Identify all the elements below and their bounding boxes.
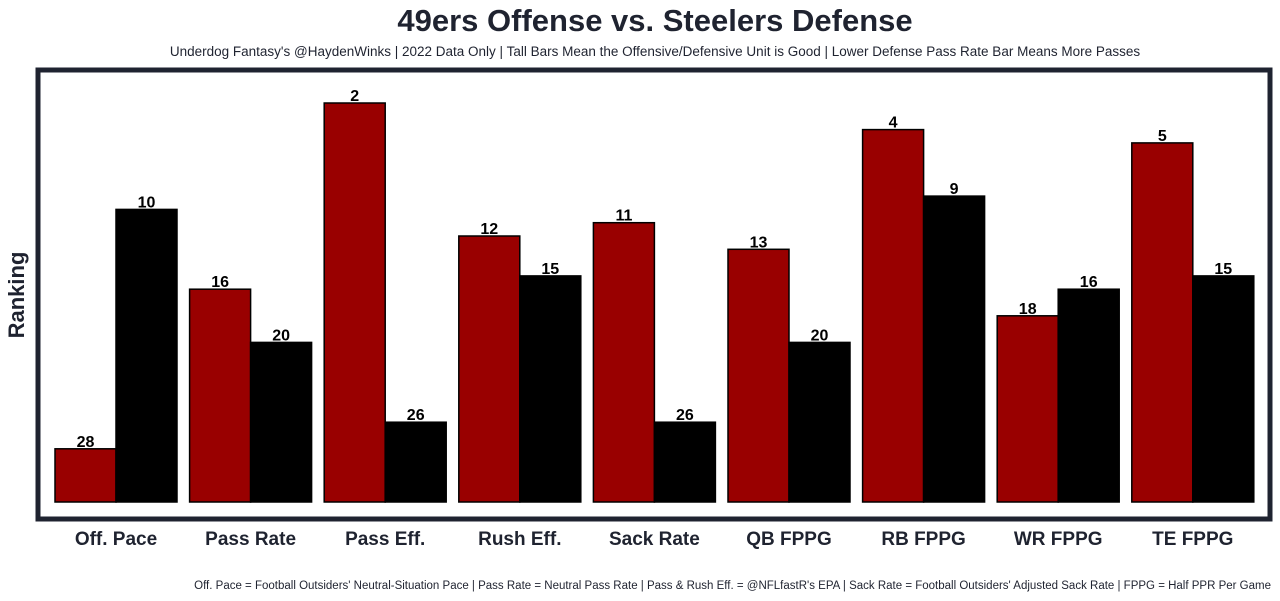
data-label: 26	[407, 407, 425, 424]
data-label: 15	[541, 261, 559, 278]
data-label: 15	[1214, 261, 1232, 278]
bar-defense	[519, 275, 582, 503]
x-tick-label: Rush Eff.	[478, 529, 561, 550]
y-axis-label: Ranking	[4, 252, 29, 339]
chart-subtitle: Underdog Fantasy's @HaydenWinks | 2022 D…	[170, 44, 1141, 59]
bar-defense	[788, 341, 851, 503]
bar-offense	[188, 288, 252, 503]
bar-offense	[861, 128, 925, 503]
x-tick-label: Sack Rate	[609, 529, 700, 550]
data-label: 9	[950, 181, 959, 198]
bar-defense	[1192, 275, 1255, 503]
bar-defense	[653, 421, 717, 503]
data-label: 28	[77, 434, 95, 451]
x-tick-label: WR FPPG	[1014, 529, 1103, 550]
chart-footnote: Off. Pace = Football Outsiders' Neutral-…	[194, 580, 1271, 592]
x-tick-label: Pass Eff.	[345, 529, 425, 550]
data-label: 20	[272, 327, 290, 344]
x-tick-label: TE FPPG	[1152, 529, 1233, 550]
plot-frame	[35, 67, 1273, 522]
x-tick-labels: Off. Pace Pass Rate Pass Eff. Rush Eff. Sack…	[75, 529, 1234, 550]
data-label: 5	[1158, 128, 1167, 145]
data-label: 20	[811, 327, 829, 344]
bar-offense	[54, 448, 117, 503]
x-tick-label: RB FPPG	[881, 529, 965, 550]
bar-defense	[1057, 288, 1120, 503]
bar-defense	[249, 341, 313, 503]
data-label: 12	[480, 221, 498, 238]
chart-title: 49ers Offense vs. Steelers Defense	[397, 3, 912, 38]
bar-offense	[458, 235, 521, 503]
bar-offense	[592, 221, 656, 503]
x-tick-label: Pass Rate	[205, 529, 296, 550]
data-label: 13	[750, 234, 768, 251]
data-label: 16	[1080, 274, 1098, 291]
bar-offense	[996, 315, 1059, 503]
bars: 28 10 16 20 2 26 12 15 11 26 13 20 4 9 18 16 5 15	[54, 88, 1255, 503]
bar-offense	[323, 102, 386, 503]
x-tick-label: QB FPPG	[746, 529, 832, 550]
data-label: 4	[889, 115, 898, 132]
bar-defense	[115, 208, 178, 503]
bar-offense	[1131, 142, 1194, 503]
data-label: 11	[615, 208, 632, 225]
bar-defense	[922, 195, 986, 503]
data-label: 10	[138, 194, 156, 211]
data-label: 2	[350, 88, 359, 105]
bar-offense	[727, 248, 790, 503]
bar-defense	[384, 421, 447, 503]
data-label: 18	[1019, 301, 1037, 318]
data-label: 16	[211, 274, 229, 291]
data-label: 26	[676, 407, 694, 424]
x-tick-label: Off. Pace	[75, 529, 157, 550]
